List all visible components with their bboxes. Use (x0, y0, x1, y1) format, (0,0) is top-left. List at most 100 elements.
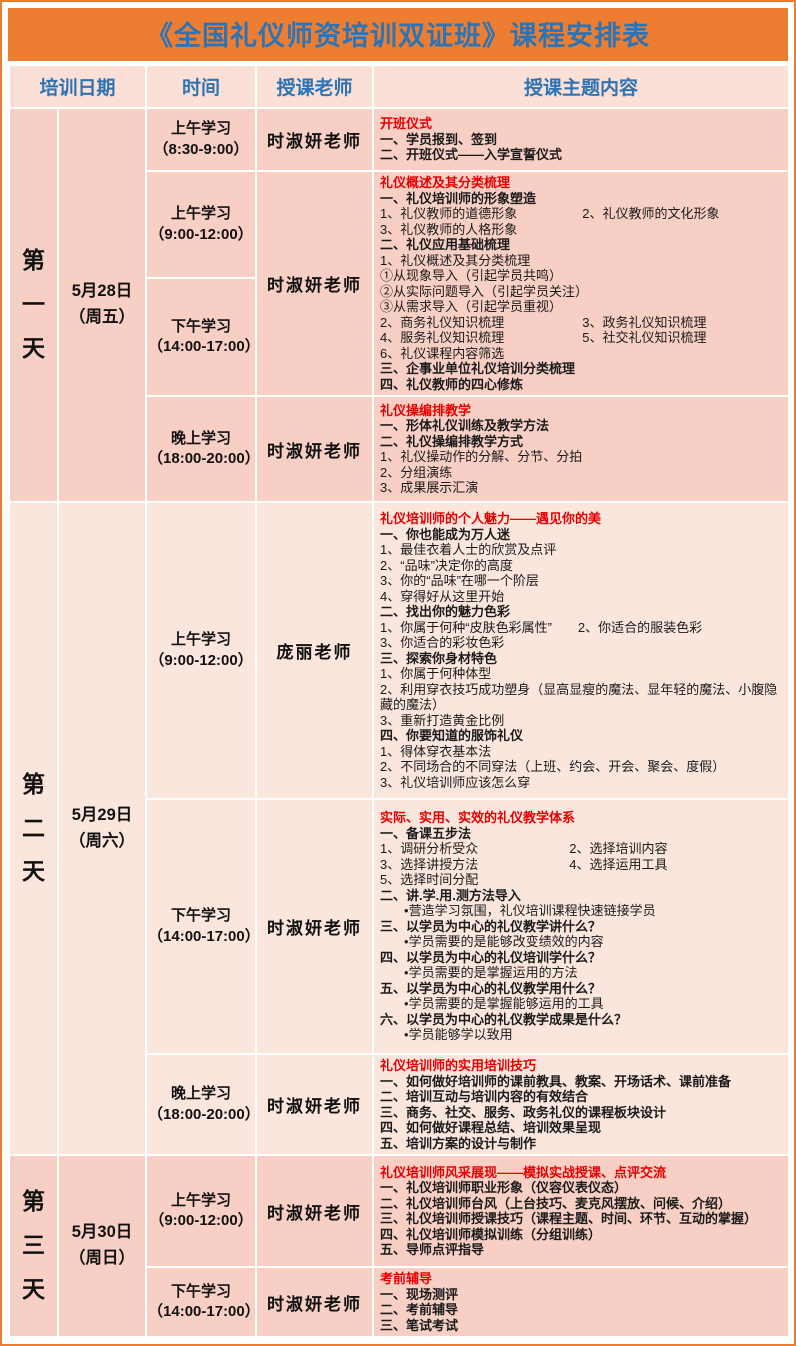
content-line: 三、探索你身材特色 (380, 650, 498, 666)
teacher-cell: 时淑妍老师 (255, 1053, 375, 1156)
content-line: •学员需要的是掌握能够运用的工具 (404, 996, 604, 1012)
time-label: 上午学习 (171, 1191, 232, 1209)
weekday-line: （周六） (69, 831, 135, 850)
date-line: 5月28日 (71, 282, 133, 301)
weekday-line: （周五） (69, 308, 135, 326)
content-line: 五、以学员为中心的礼仪教学用什么？ (380, 980, 602, 996)
content-line: 2、利用穿衣技巧成功塑身（显高显瘦的魔法、显年轻的魔法、小腹隐藏的魔法） (380, 681, 778, 713)
content-line: 二、礼仪操编排教学方式 (380, 433, 524, 449)
content-line: 2、分组演练 (380, 464, 453, 480)
topic-title-line: 开班仪式 (380, 116, 433, 132)
date-line: 5月29日 (71, 805, 133, 824)
day-label-char: 一 (22, 291, 45, 318)
content-line: 4、穿得好从这里开始 (380, 588, 505, 604)
column-header-date: 培训日期 (7, 64, 148, 109)
content-line: •营造学习氛围，礼仪培训课程快速链接学员 (404, 903, 656, 919)
time-cell: 晚上学习 （18:00-20:00） (145, 1053, 260, 1156)
content-line: 1、最佳衣着人士的欣赏及点评 (380, 542, 557, 557)
content-cell: 考前辅导 一、现场测评 二、考前辅导 三、笔试考试 (372, 1266, 791, 1338)
content-cell: 礼仪培训师的实用培训技巧 一、如何做好培训师的课前教具、教案、开场话术、课前准备二… (372, 1053, 791, 1156)
content-line: 1、礼仪概述及其分类梳理 (380, 252, 531, 268)
time-range: （9:00-12:00） (149, 651, 253, 669)
day-cell: 第三天 (8, 1154, 59, 1338)
content-line: 三、笔试考试 (380, 1317, 459, 1333)
date-cell: 5月30日 （周日） (56, 1154, 148, 1338)
day-label-char: 第 (22, 1188, 45, 1215)
content-line: 3、礼仪教师的人格形象 (380, 221, 518, 237)
time-label: 上午学习 (171, 120, 232, 138)
content-line: 二、开班仪式——入学宣誓仪式 (380, 147, 563, 163)
content-line: 1、调研分析受众 2、选择培训内容 (380, 841, 668, 857)
content-line: 1、礼仪操动作的分解、分节、分拍 (380, 449, 583, 464)
column-header-topic: 授课主题内容 (372, 64, 791, 109)
course-schedule-table: 培训日期 时间 授课老师 授课主题内容 第一天 5月28日 （周五） 上午学习 （8:3… (7, 64, 791, 1338)
content-line: 四、以学员为中心的礼仪培训学什么？ (380, 949, 602, 965)
day-cell: 第二天 (8, 501, 59, 1156)
topic-title-line: 实际、实用、实效的礼仪教学体系 (380, 810, 576, 826)
header-row: 培训日期 时间 授课老师 授课主题内容 (7, 64, 791, 109)
content-line: 一、礼仪培训师的形象塑造 (380, 190, 537, 206)
content-line: 1、你属于何种体型 (380, 666, 492, 681)
time-range: （9:00-12:00） (149, 225, 253, 243)
table-row: 晚上学习 （18:00-20:00） 时淑妍老师 礼仪培训师的实用培训技巧 一、如何做好… (9, 1053, 791, 1156)
content-line: 6、礼仪课程内容筛选 (380, 345, 505, 361)
teacher-cell: 时淑妍老师 (255, 395, 375, 503)
day-label-char: 天 (22, 858, 45, 885)
page-title: 《全国礼仪师资培训双证班》课程安排表 (146, 21, 650, 51)
time-range: （14:00-17:00） (148, 338, 260, 356)
content-line: 2、不同场合的不同穿法（上班、约会、开会、聚会、度假） (380, 759, 726, 774)
content-line: 3、你的“品味”在哪一个阶层 (380, 573, 539, 588)
table-row: 第二天 5月29日 （周六） 上午学习 （9:00-12:00） 庞丽老师 礼仪培训师的个人… (8, 501, 791, 1156)
time-label: 晚上学习 (171, 429, 232, 447)
content-line: 一、如何做好培训师的课前教具、教案、开场话术、课前准备 (380, 1073, 732, 1089)
topic-title-line: 考前辅导 (380, 1271, 433, 1286)
topic-title-line: 礼仪操编排教学 (380, 402, 472, 418)
column-header-teacher: 授课老师 (255, 64, 375, 109)
day-label-char: 天 (22, 334, 45, 361)
time-cell: 上午学习 （8:30-9:00） (145, 107, 258, 172)
topic-title-line: 礼仪培训师的个人魅力——遇见你的美 (380, 511, 602, 526)
content-cell: 开班仪式 一、学员报到、签到 二、开班仪式——入学宣誓仪式 (372, 107, 791, 172)
time-range: （14:00-17:00） (148, 1303, 260, 1320)
content-line: 二、讲.学.用.测方法导入 (380, 887, 521, 903)
date-line: 5月30日 (71, 1223, 133, 1242)
content-line: ③从需求导入（引起学员重视） (380, 299, 563, 314)
column-header-time: 时间 (145, 64, 258, 109)
content-line: 四、礼仪教师的四心修炼 (380, 376, 524, 392)
content-cell: 礼仪培训师风采展现——模拟实战授课、点评交流 一、礼仪培训师职业形象（仪容仪表仪态… (372, 1154, 791, 1268)
content-line: 二、考前辅导 (380, 1302, 459, 1317)
time-label: 上午学习 (171, 205, 232, 223)
content-line: 二、培训互动与培训内容的有效结合 (380, 1089, 589, 1104)
content-line: 一、学员报到、签到 (380, 131, 498, 147)
time-range: （18:00-20:00） (148, 450, 260, 467)
date-cell: 5月29日 （周六） (56, 501, 148, 1156)
time-cell: 上午学习 （9:00-12:00） (145, 501, 258, 800)
content-line: 六、以学员为中心的礼仪教学成果是什么？ (380, 1011, 628, 1027)
content-line: 3、选择讲授方法 4、选择运用工具 (380, 856, 668, 872)
table-row: 第三天 5月30日 （周日） 上午学习 （9:00-12:00） 时淑妍老师 礼仪培训师风采… (8, 1154, 791, 1338)
time-label: 上午学习 (171, 631, 232, 649)
content-line: 1、礼仪教师的道德形象 2、礼仪教师的文化形象 (380, 206, 720, 221)
time-label: 下午学习 (171, 907, 232, 925)
day-cell: 第一天 (8, 107, 59, 503)
teacher-cell: 庞丽老师 (255, 501, 375, 800)
content-line: 2、商务礼仪知识梳理 3、政务礼仪知识梳理 (380, 314, 707, 330)
content-line: 4、服务礼仪知识梳理 5、社交礼仪知识梳理 (380, 330, 707, 345)
time-cell: 上午学习 （9:00-12:00） (145, 169, 258, 280)
content-line: 1、你属于何种“皮肤色彩属性” 2、你适合的服装色彩 (380, 619, 703, 635)
content-line: 二、礼仪培训师台风（上台技巧、麦克风摆放、问候、介绍） (380, 1195, 732, 1211)
time-cell: 下午学习 （14:00-17:00） (145, 798, 260, 1055)
content-line: 五、培训方案的设计与制作 (380, 1135, 537, 1151)
topic-title-line: 礼仪培训师风采展现——模拟实战授课、点评交流 (380, 1164, 667, 1180)
teacher-cell: 时淑妍老师 (255, 1154, 375, 1268)
content-line: 一、礼仪培训师职业形象（仪容仪表仪态） (380, 1180, 628, 1195)
time-cell: 上午学习 （9:00-12:00） (145, 1154, 258, 1268)
time-range: （18:00-20:00） (148, 1105, 260, 1123)
weekday-line: （周日） (69, 1249, 135, 1267)
content-cell: 礼仪操编排教学 一、形体礼仪训练及教学方法 二、礼仪操编排教学方式 1、礼仪操动作的分… (372, 395, 791, 503)
time-range: （9:00-12:00） (149, 1212, 253, 1229)
content-line: 3、成果展示汇演 (380, 480, 479, 495)
time-range: （14:00-17:00） (148, 927, 260, 945)
content-line: 四、礼仪培训师模拟训练（分组训练） (380, 1226, 602, 1242)
time-label: 下午学习 (171, 1282, 232, 1300)
